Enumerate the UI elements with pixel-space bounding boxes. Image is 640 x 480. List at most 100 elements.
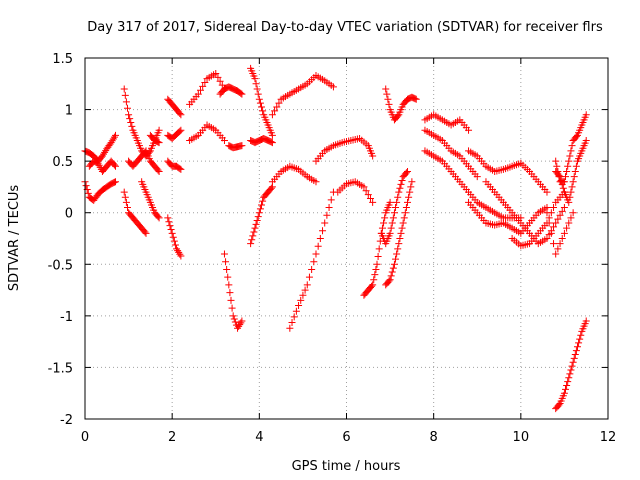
data-point	[578, 113, 589, 129]
data-point	[220, 137, 228, 145]
data-point	[399, 204, 410, 227]
data-point	[404, 167, 412, 175]
data-point	[569, 162, 580, 186]
data-point	[112, 178, 120, 186]
data-point	[565, 362, 576, 382]
data-point	[264, 121, 275, 137]
data-point	[447, 117, 462, 129]
data-point	[260, 134, 271, 144]
data-point	[107, 133, 118, 147]
data-point	[465, 162, 479, 178]
data-point	[390, 245, 402, 268]
data-point	[177, 252, 185, 260]
data-point	[534, 222, 549, 237]
data-point	[404, 183, 415, 206]
data-point	[255, 95, 267, 115]
data-point	[491, 209, 505, 221]
data-point	[338, 137, 353, 147]
data-point	[173, 245, 184, 258]
data-point	[473, 198, 488, 210]
data-point	[534, 236, 549, 248]
x-tick-label: 8	[430, 430, 438, 445]
data-point	[142, 188, 153, 204]
data-point	[329, 139, 344, 150]
data-point	[369, 152, 377, 160]
data-point	[517, 222, 531, 237]
data-point	[146, 139, 158, 155]
data-point	[412, 95, 420, 103]
y-tick-label: -2	[60, 413, 73, 428]
data-point	[168, 131, 179, 142]
data-point	[573, 331, 585, 351]
data-point	[508, 209, 523, 224]
data-point	[277, 164, 292, 175]
data-point	[491, 166, 505, 175]
data-point	[303, 258, 318, 289]
data-point	[264, 137, 275, 146]
plot-frame	[84, 57, 609, 420]
data-point	[430, 111, 444, 123]
data-point	[508, 224, 523, 236]
data-point	[112, 131, 120, 139]
data-point	[312, 227, 327, 258]
data-point	[582, 317, 590, 325]
data-point	[334, 182, 348, 196]
data-point	[556, 173, 567, 192]
data-point	[382, 85, 393, 108]
data-point	[565, 142, 576, 165]
data-point	[138, 178, 149, 194]
data-point	[456, 178, 470, 194]
y-tick-label: 0	[65, 207, 73, 222]
data-point	[578, 139, 589, 155]
data-point	[390, 193, 402, 217]
data-point	[578, 320, 589, 335]
data-point	[482, 219, 497, 229]
data-point	[569, 209, 577, 217]
data-point	[103, 140, 114, 153]
data-point	[408, 93, 419, 103]
data-point	[386, 198, 394, 206]
data-point	[360, 183, 374, 203]
data-point	[220, 250, 232, 281]
data-point	[560, 214, 575, 237]
axis-ticks: 0 2 4 6 8 10 12 -2 -1.5 -1 -0.5 0 0.5 1 1.5	[48, 52, 617, 445]
data-point	[395, 224, 406, 248]
data-point	[234, 319, 245, 332]
data-point	[552, 191, 566, 206]
data-point	[194, 78, 209, 98]
data-point	[177, 165, 185, 173]
data-point	[347, 135, 361, 145]
x-tick-label: 12	[600, 430, 617, 445]
data-point	[552, 235, 566, 258]
data-point	[260, 111, 271, 126]
data-point	[390, 112, 402, 124]
data-point	[203, 71, 218, 83]
data-point	[268, 131, 276, 139]
data-point	[107, 157, 118, 169]
y-tick-label: -0.5	[48, 258, 73, 273]
data-point	[125, 209, 136, 221]
data-point	[386, 214, 397, 237]
data-point	[173, 127, 184, 138]
data-point	[408, 178, 416, 186]
data-point	[295, 286, 309, 310]
y-tick-label: 0.5	[52, 155, 73, 170]
x-tick-label: 10	[513, 430, 530, 445]
data-point	[168, 229, 179, 249]
data-point	[421, 126, 435, 138]
data-point	[251, 137, 262, 147]
data-point	[560, 378, 572, 397]
data-point	[369, 265, 380, 289]
data-point	[151, 162, 162, 174]
data-point	[120, 85, 131, 112]
data-point	[565, 183, 576, 206]
data-point	[364, 142, 376, 157]
data-point	[573, 124, 585, 139]
data-point	[395, 103, 406, 119]
data-point	[155, 126, 163, 134]
data-point	[286, 86, 300, 98]
data-point	[164, 214, 175, 233]
data-point	[517, 159, 531, 173]
data-point	[421, 147, 435, 159]
